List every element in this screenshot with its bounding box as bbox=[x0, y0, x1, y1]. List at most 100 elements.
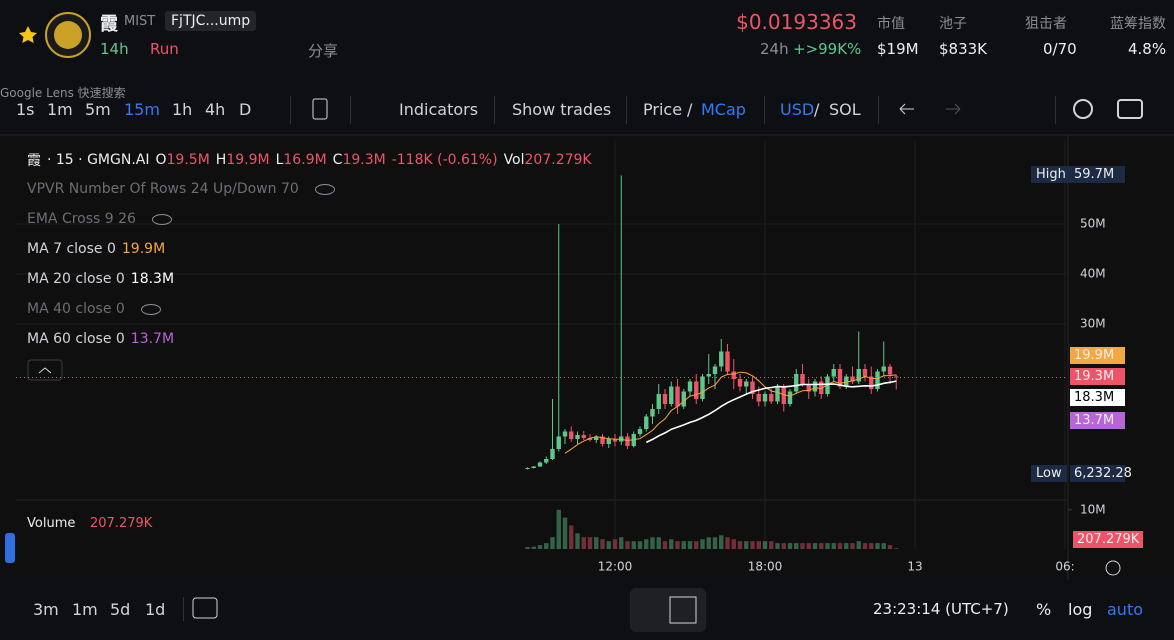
legend-change: -118K (-0.61%) bbox=[391, 152, 498, 168]
candle-body bbox=[794, 374, 799, 392]
candle-body bbox=[744, 381, 749, 387]
favorite-star[interactable] bbox=[19, 26, 37, 43]
volume-bar bbox=[756, 541, 761, 549]
volume-bar bbox=[869, 543, 874, 549]
price-toggle[interactable]: Price bbox=[643, 100, 683, 119]
interval-button[interactable]: 1m bbox=[47, 100, 73, 119]
candle-icon[interactable] bbox=[312, 98, 328, 120]
interval-button[interactable]: 1h bbox=[172, 100, 193, 119]
study-row[interactable]: EMA Cross 9 26 bbox=[27, 211, 172, 227]
range-button[interactable]: 1d bbox=[145, 600, 166, 619]
vol-item: Vol207.279K bbox=[504, 152, 592, 168]
interval-button[interactable]: 15m bbox=[124, 100, 160, 119]
volume-bar bbox=[656, 537, 661, 549]
volume-bar bbox=[800, 543, 805, 549]
toolbar-separator bbox=[350, 96, 351, 124]
volume-bar bbox=[575, 533, 580, 549]
volume-bar bbox=[844, 543, 849, 549]
study-row[interactable]: MA 20 close 0 18.3M bbox=[27, 271, 174, 287]
percent-toggle[interactable]: % bbox=[1036, 600, 1052, 619]
control-box[interactable] bbox=[630, 588, 706, 632]
camera-icon[interactable] bbox=[1117, 99, 1143, 119]
candle-body bbox=[569, 431, 574, 439]
volume-bar bbox=[531, 546, 536, 549]
chart-bg bbox=[0, 135, 1174, 575]
volume-bar bbox=[881, 543, 886, 549]
range-button[interactable]: 5d bbox=[110, 600, 131, 619]
x-tick-label: 18:00 bbox=[748, 560, 783, 574]
hidden-icon[interactable] bbox=[140, 303, 161, 315]
indicators-button[interactable]: Indicators bbox=[399, 100, 479, 119]
study-row[interactable]: MA 7 close 0 19.9M bbox=[27, 241, 165, 257]
toolbar-separator bbox=[626, 96, 627, 124]
study-row[interactable]: MA 40 close 0 bbox=[27, 301, 161, 317]
study-name: MA 60 close 0 bbox=[27, 331, 125, 347]
sol-toggle[interactable]: SOL bbox=[829, 100, 861, 119]
volume-bar bbox=[587, 537, 593, 549]
auto-toggle[interactable]: auto bbox=[1107, 600, 1144, 619]
volume-bar bbox=[562, 517, 568, 549]
volume-bar bbox=[525, 547, 530, 549]
hidden-icon[interactable] bbox=[314, 183, 335, 195]
mcap-toggle[interactable]: MCap bbox=[701, 100, 746, 119]
candle-body bbox=[762, 394, 768, 402]
candle-body bbox=[781, 386, 786, 404]
axis-settings[interactable] bbox=[1105, 560, 1121, 576]
range-button[interactable]: 1m bbox=[72, 600, 98, 619]
share[interactable]: 分享 bbox=[308, 42, 339, 60]
toolbar-separator bbox=[494, 96, 495, 124]
volume-tick-label: 10M bbox=[1080, 502, 1106, 516]
interval-button[interactable]: 5m bbox=[85, 100, 111, 119]
candle-body bbox=[606, 439, 611, 444]
volume-bar bbox=[744, 541, 749, 549]
usd-toggle[interactable]: USD bbox=[780, 100, 815, 119]
interval-button[interactable]: 1s bbox=[16, 100, 35, 119]
candle-body bbox=[581, 435, 586, 438]
settings-icon[interactable] bbox=[1073, 99, 1093, 119]
hidden-icon[interactable] bbox=[151, 213, 172, 225]
volume-bar bbox=[669, 539, 674, 549]
volume-bar bbox=[825, 543, 830, 549]
undo-icon[interactable] bbox=[899, 103, 914, 115]
study-row[interactable]: MA 60 close 0 13.7M bbox=[27, 331, 174, 347]
candle-body bbox=[775, 386, 780, 402]
crosshair-icon[interactable] bbox=[669, 596, 697, 624]
stat-value: 0/70 bbox=[1043, 40, 1077, 58]
volume-bar bbox=[819, 543, 824, 549]
candle-body bbox=[550, 449, 555, 459]
y-tick-label: 40M bbox=[1080, 267, 1106, 281]
run[interactable]: Run bbox=[150, 40, 179, 58]
address[interactable]: FjTJC...ump bbox=[165, 11, 257, 31]
volume-bar bbox=[631, 541, 636, 549]
candle-body bbox=[812, 381, 818, 392]
candle-body bbox=[587, 438, 593, 440]
ohlc-item: H19.9M bbox=[216, 152, 270, 168]
interval-button[interactable]: D bbox=[239, 100, 252, 119]
side-tab[interactable] bbox=[5, 533, 15, 563]
candle-body bbox=[575, 435, 580, 439]
candle-body bbox=[787, 391, 793, 404]
volume-bar bbox=[750, 541, 755, 549]
candle-body bbox=[681, 391, 686, 407]
volume-bar bbox=[712, 537, 718, 549]
study-value: 19.9M bbox=[121, 241, 166, 257]
candle-body bbox=[612, 439, 618, 442]
study-row[interactable]: VPVR Number Of Rows 24 Up/Down 70 bbox=[27, 181, 335, 197]
interval-button[interactable]: 4h bbox=[205, 100, 226, 119]
range-button[interactable]: 3m bbox=[33, 600, 59, 619]
show-trades[interactable]: Show trades bbox=[512, 100, 612, 119]
stat-value: 4.8% bbox=[1128, 40, 1167, 58]
collapse-button[interactable] bbox=[27, 359, 63, 381]
date-range-icon[interactable] bbox=[192, 597, 218, 619]
candle-body bbox=[869, 376, 874, 389]
stat-label: 池子 bbox=[939, 16, 967, 32]
stat-label: 蓝筹指数 bbox=[1110, 16, 1166, 32]
volume-bar bbox=[719, 535, 724, 549]
x-tick-label: 12:00 bbox=[598, 560, 633, 574]
legend-subtitle: · 15 · GMGN.AI bbox=[47, 152, 150, 168]
candle-body bbox=[850, 376, 855, 382]
log-toggle[interactable]: log bbox=[1068, 600, 1093, 619]
candle-body bbox=[731, 371, 736, 379]
ticker: MIST bbox=[124, 14, 156, 29]
